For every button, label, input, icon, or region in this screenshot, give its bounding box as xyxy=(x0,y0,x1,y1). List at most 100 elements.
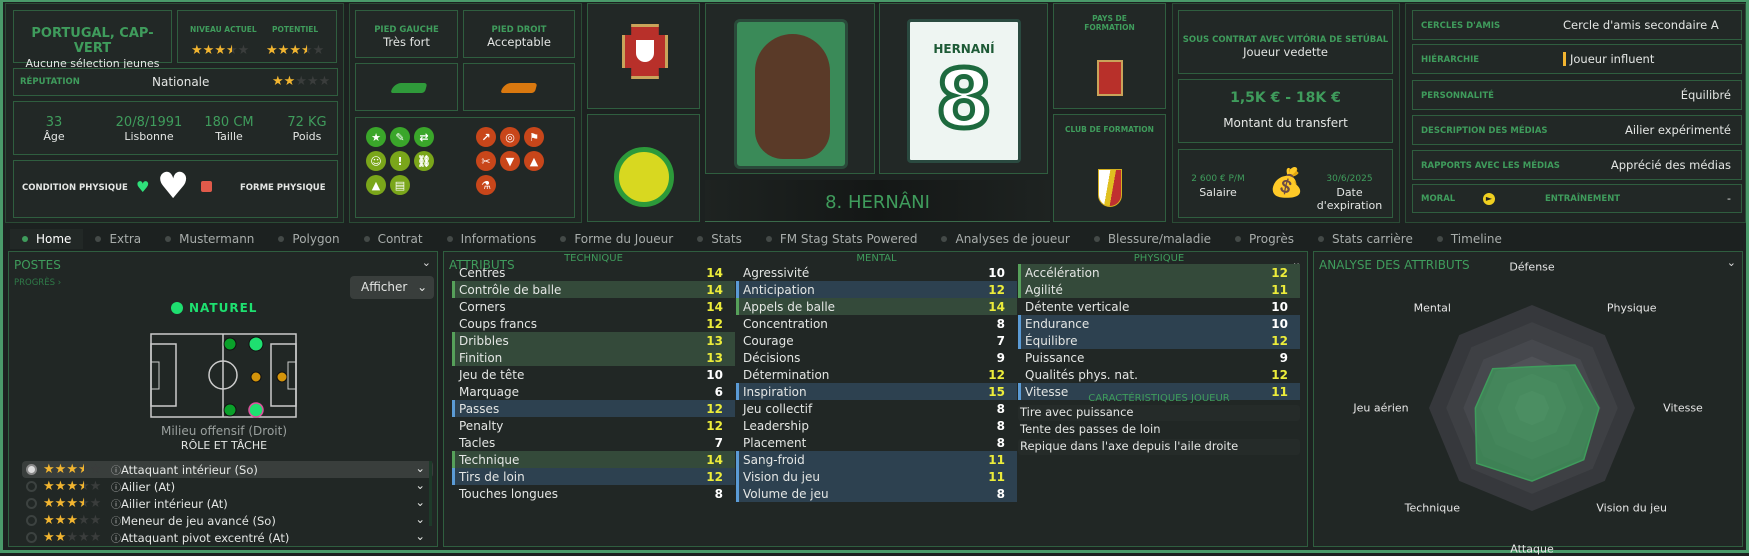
negative-trait-icon[interactable]: ◎ xyxy=(500,127,520,147)
attribute-row[interactable]: Courage 7 xyxy=(736,332,1017,349)
progress-link[interactable]: PROGRÈS › xyxy=(14,278,61,288)
attribute-row[interactable]: Jeu collectif 8 xyxy=(736,400,1017,417)
tab-timeline[interactable]: Timeline xyxy=(1425,229,1514,249)
attribute-row[interactable]: Agilité 11 xyxy=(1018,281,1300,298)
tab-polygon[interactable]: Polygon xyxy=(266,229,351,249)
attribute-row[interactable]: Sang-froid 11 xyxy=(736,451,1017,468)
attribute-row[interactable]: Penalty 12 xyxy=(452,417,735,434)
chevron-down-icon[interactable]: ⌄ xyxy=(415,478,425,492)
negative-trait-icon[interactable]: ✂ xyxy=(476,151,496,171)
tab-blessure-maladie[interactable]: Blessure/maladie xyxy=(1082,229,1223,249)
tab-fm-stag-stats-powered[interactable]: FM Stag Stats Powered xyxy=(754,229,930,249)
positive-trait-icon[interactable]: ▤ xyxy=(390,175,410,195)
attribute-row[interactable]: Anticipation 12 xyxy=(736,281,1017,298)
chevron-down-icon[interactable]: ⌄ xyxy=(415,495,425,509)
attribute-row[interactable]: Accélération 12 xyxy=(1018,264,1300,281)
attribute-row[interactable]: Volume de jeu 8 xyxy=(736,485,1017,502)
attribute-row[interactable]: Équilibre 12 xyxy=(1018,332,1300,349)
positive-trait-icon[interactable]: ! xyxy=(390,151,410,171)
star-icon: ★ xyxy=(89,530,102,545)
attribute-row[interactable]: Centres 14 xyxy=(452,264,735,281)
attribute-value: 12 xyxy=(1271,367,1288,382)
chevron-down-icon[interactable]: ⌄ xyxy=(421,256,431,269)
attribute-row[interactable]: Corners 14 xyxy=(452,298,735,315)
attribute-row[interactable]: Contrôle de balle 14 xyxy=(452,281,735,298)
chevron-down-icon[interactable]: ⌄ xyxy=(1291,256,1301,269)
chevron-down-icon[interactable]: ⌄ xyxy=(415,461,425,475)
negative-trait-icon[interactable]: ↗ xyxy=(476,127,496,147)
tab-contrat[interactable]: Contrat xyxy=(352,229,435,249)
attribute-row[interactable]: Technique 14 xyxy=(452,451,735,468)
tab-home[interactable]: Home xyxy=(10,229,84,249)
positive-trait-icon[interactable]: ▲ xyxy=(366,175,386,195)
positive-trait-icon[interactable]: ★ xyxy=(366,127,386,147)
role-row[interactable]: ★★★★★ ⓘ Attaquant pivot excentré (At) ⌄ xyxy=(22,529,433,546)
attribute-row[interactable]: Agressivité 10 xyxy=(736,264,1017,281)
info-icon[interactable]: ⓘ xyxy=(111,500,121,511)
tab-mustermann[interactable]: Mustermann xyxy=(153,229,266,249)
role-radio[interactable] xyxy=(26,532,37,543)
attribute-row[interactable]: Leadership 8 xyxy=(736,417,1017,434)
tab-label: FM Stag Stats Powered xyxy=(779,232,918,246)
role-radio[interactable] xyxy=(26,498,37,509)
attribute-row[interactable]: Tirs de loin 12 xyxy=(452,468,735,485)
chevron-down-icon[interactable]: ⌄ xyxy=(415,512,425,526)
chevron-down-icon[interactable]: ⌄ xyxy=(415,529,425,543)
tab-progr-s[interactable]: Progrès xyxy=(1223,229,1306,249)
potential-label: POTENTIEL xyxy=(272,25,319,34)
attribute-row[interactable]: Détente verticale 10 xyxy=(1018,298,1300,315)
attribute-row[interactable]: Décisions 9 xyxy=(736,349,1017,366)
attribute-row[interactable]: Placement 8 xyxy=(736,434,1017,451)
attribute-column-title: PHYSIQUE xyxy=(1133,253,1185,264)
morale-icon[interactable]: ► xyxy=(1483,193,1495,205)
attribute-row[interactable]: Vitesse 11 xyxy=(1018,383,1300,400)
star-icon: ★ xyxy=(283,74,296,89)
positive-trait-icon[interactable]: ⇄ xyxy=(414,127,434,147)
attribute-row[interactable]: Puissance 9 xyxy=(1018,349,1300,366)
tab-stats[interactable]: Stats xyxy=(685,229,754,249)
role-radio[interactable] xyxy=(26,464,37,475)
attribute-row[interactable]: Détermination 12 xyxy=(736,366,1017,383)
attribute-row[interactable]: Tacles 7 xyxy=(452,434,735,451)
attribute-row[interactable]: Dribbles 13 xyxy=(452,332,735,349)
tab-stats-carri-re[interactable]: Stats carrière xyxy=(1306,229,1425,249)
chevron-down-icon[interactable]: ⌄ xyxy=(1726,256,1736,269)
info-icon[interactable]: ⓘ xyxy=(111,483,121,494)
attribute-row[interactable]: Concentration 8 xyxy=(736,315,1017,332)
tab-analyses-de-joueur[interactable]: Analyses de joueur xyxy=(929,229,1081,249)
attribute-row[interactable]: Passes 12 xyxy=(452,400,735,417)
role-radio[interactable] xyxy=(26,515,37,526)
attribute-row[interactable]: Inspiration 15 xyxy=(736,383,1017,400)
attribute-row[interactable]: Touches longues 8 xyxy=(452,485,735,502)
negative-trait-icon[interactable]: ⚑ xyxy=(524,127,544,147)
negative-trait-icon[interactable]: ▼ xyxy=(500,151,520,171)
attribute-row[interactable]: Jeu de tête 10 xyxy=(452,366,735,383)
positive-trait-icon[interactable]: ☺ xyxy=(366,151,386,171)
info-icon[interactable]: ⓘ xyxy=(111,466,121,477)
positive-trait-icon[interactable]: ✎ xyxy=(390,127,410,147)
attribute-row[interactable]: Marquage 6 xyxy=(452,383,735,400)
role-row[interactable]: ★★★★★ ⓘ Ailier intérieur (At) ⌄ xyxy=(22,495,433,512)
negative-trait-icon[interactable]: ▲ xyxy=(524,151,544,171)
negative-trait-icon[interactable]: ⚗ xyxy=(476,175,496,195)
vitoria-setubal-crest-icon[interactable] xyxy=(614,147,674,207)
positive-trait-icon[interactable]: ⛓ xyxy=(414,151,434,171)
info-icon[interactable]: ⓘ xyxy=(111,517,121,528)
attribute-row[interactable]: Appels de balle 14 xyxy=(736,298,1017,315)
attribute-row[interactable]: Endurance 10 xyxy=(1018,315,1300,332)
tab-informations[interactable]: Informations xyxy=(435,229,549,249)
attribute-row[interactable]: Coups francs 12 xyxy=(452,315,735,332)
tab-forme-du-joueur[interactable]: Forme du Joueur xyxy=(548,229,685,249)
attribute-row[interactable]: Qualités phys. nat. 12 xyxy=(1018,366,1300,383)
tab-extra[interactable]: Extra xyxy=(83,229,153,249)
tab-label: Home xyxy=(36,232,72,246)
role-radio[interactable] xyxy=(26,481,37,492)
attribute-row[interactable]: Finition 13 xyxy=(452,349,735,366)
attribute-row[interactable]: Vision du jeu 11 xyxy=(736,468,1017,485)
role-row[interactable]: ★★★★★ ⓘ Attaquant intérieur (So) ⌄ xyxy=(22,461,433,478)
roles-scrollbar[interactable] xyxy=(429,461,432,526)
role-row[interactable]: ★★★★★ ⓘ Ailier (At) ⌄ xyxy=(22,478,433,495)
info-icon[interactable]: ⓘ xyxy=(111,534,121,545)
show-button[interactable]: Afficher ⌄ xyxy=(350,276,434,299)
role-row[interactable]: ★★★★★ ⓘ Meneur de jeu avancé (So) ⌄ xyxy=(22,512,433,529)
